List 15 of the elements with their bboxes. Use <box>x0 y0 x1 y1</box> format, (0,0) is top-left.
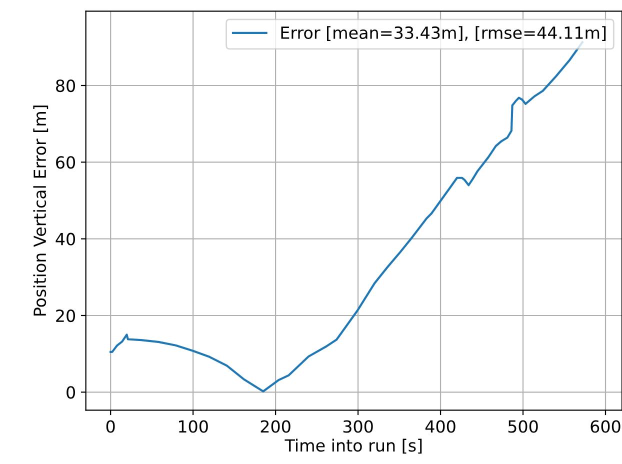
x-tick-label: 400 <box>425 420 456 433</box>
y-tick-label: 80 <box>56 79 76 92</box>
x-tick-label: 300 <box>343 420 373 433</box>
x-tick-label: 200 <box>260 420 290 433</box>
y-tick-label: 40 <box>56 232 76 246</box>
x-axis-title: Time into run [s] <box>284 438 422 454</box>
x-tick-label: 0 <box>106 420 115 433</box>
x-tick-label: 100 <box>178 420 208 433</box>
y-axis-title: Position Vertical Error [m] <box>33 106 48 316</box>
x-tick-label: 600 <box>590 420 620 433</box>
y-tick-label: 60 <box>56 156 76 169</box>
x-tick-label: 500 <box>508 420 538 433</box>
y-tick-label: 0 <box>66 386 76 399</box>
y-tick-label: 20 <box>56 309 76 322</box>
legend-label: Error [mean=33.43m], [rmse=44.11m] <box>281 26 606 41</box>
